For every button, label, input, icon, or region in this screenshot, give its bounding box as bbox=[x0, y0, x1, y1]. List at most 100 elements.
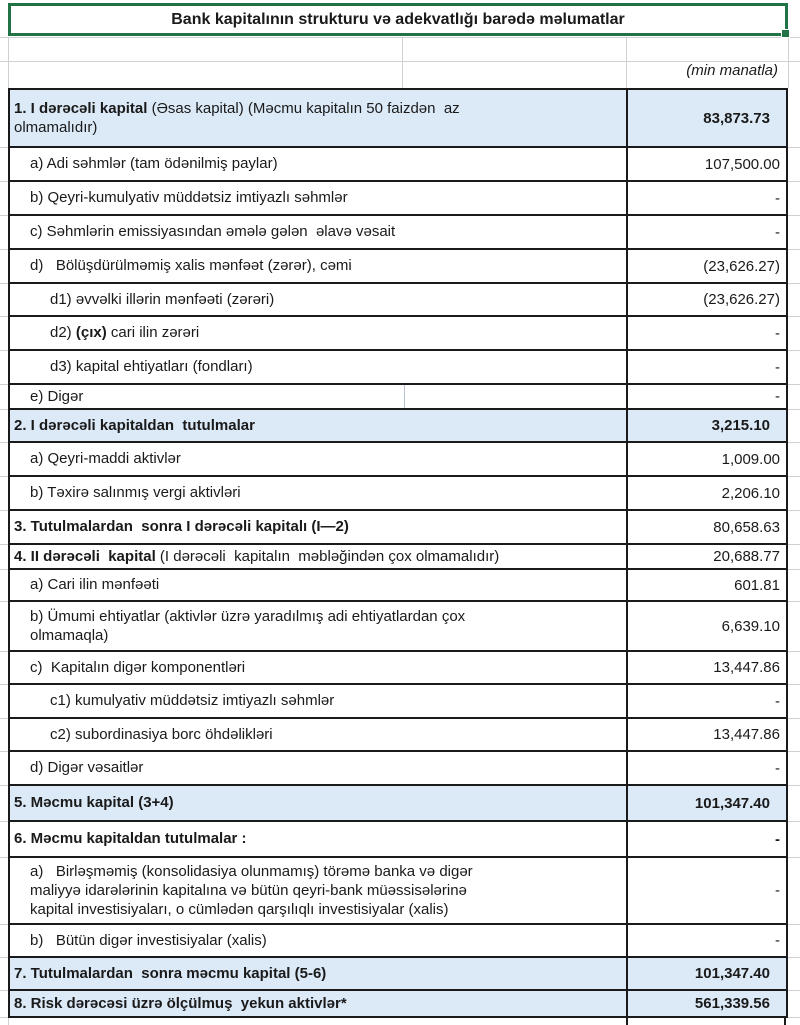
left-gutter bbox=[0, 284, 8, 317]
row-label: d1) əvvəlki illərin mənfəəti (zərəri) bbox=[50, 290, 275, 308]
row-label-cell[interactable]: 1. I dərəcəli kapital (Əsas kapital) (Mə… bbox=[8, 88, 626, 148]
row-label-cell[interactable]: d) Digər vəsaitlər bbox=[8, 752, 626, 786]
row-label: b) Bütün digər investisiyalar (xalis) bbox=[30, 931, 267, 949]
table-row: a) Cari ilin mənfəəti 601.81 bbox=[0, 570, 800, 602]
left-gutter bbox=[0, 511, 8, 545]
row-value-cell[interactable]: - bbox=[626, 216, 788, 250]
left-gutter bbox=[0, 410, 8, 443]
row-label-cell[interactable]: 8. Risk dərəcəsi üzrə ölçülmuş yekun akt… bbox=[8, 991, 626, 1018]
right-gutter bbox=[788, 351, 800, 385]
row-value-cell[interactable]: (23,626.27) bbox=[626, 284, 788, 317]
row-label-cell[interactable]: a) Qeyri-maddi aktivlər bbox=[8, 443, 626, 477]
row-value-cell[interactable]: 107,500.00 bbox=[626, 148, 788, 182]
row-value-cell[interactable]: - bbox=[626, 385, 788, 410]
right-gutter bbox=[788, 410, 800, 443]
row-value-cell[interactable]: - bbox=[626, 351, 788, 385]
row-label-cell[interactable]: d) Bölüşdürülməmiş xalis mənfəət (zərər)… bbox=[8, 250, 626, 284]
table-row: 5. Məcmu kapital (3+4) 101,347.40 bbox=[0, 786, 800, 822]
row-label-cell[interactable]: 7. Tutulmalardan sonra məcmu kapital (5-… bbox=[8, 958, 626, 991]
row-label-cell[interactable]: 3. Tutulmalardan sonra I dərəcəli kapita… bbox=[8, 511, 626, 545]
row-label-cell[interactable]: e) Digər bbox=[8, 385, 626, 410]
left-gutter bbox=[0, 958, 8, 991]
table-row: d) Digər vəsaitlər - bbox=[0, 752, 800, 786]
left-gutter bbox=[0, 991, 8, 1018]
row-value-cell[interactable]: 83,873.73 bbox=[626, 88, 788, 148]
table-row: a) Adi səhmlər (tam ödənilmiş paylar) 107… bbox=[0, 148, 800, 182]
row-value-cell[interactable]: 13,447.86 bbox=[626, 719, 788, 752]
row-label-cell[interactable]: b) Təxirə salınmış vergi aktivləri bbox=[8, 477, 626, 511]
right-gutter bbox=[788, 477, 800, 511]
row-label: b) Təxirə salınmış vergi aktivləri bbox=[30, 484, 241, 502]
row-value-cell[interactable]: 80,658.63 bbox=[626, 511, 788, 545]
row-value-cell[interactable]: - bbox=[626, 858, 788, 925]
row-value-cell[interactable]: (23,626.27) bbox=[626, 250, 788, 284]
right-gutter bbox=[788, 511, 800, 545]
row-label: 4. II dərəcəli kapital (I dərəcəli kapit… bbox=[14, 547, 500, 565]
table-row: b) Ümumi ehtiyatlar (aktivlər üzrə yarad… bbox=[0, 602, 800, 652]
title-cell[interactable]: Bank kapitalının strukturu və adekvatlığ… bbox=[8, 3, 790, 38]
right-gutter bbox=[788, 822, 800, 858]
table-row: d2) (çıx) cari ilin zərəri - bbox=[0, 317, 800, 351]
row-label-cell[interactable]: c) Səhmlərin emissiyasından əmələ gələn … bbox=[8, 216, 626, 250]
left-gutter bbox=[0, 88, 8, 148]
row-label-cell[interactable]: d2) (çıx) cari ilin zərəri bbox=[8, 317, 626, 351]
row-label: c) Səhmlərin emissiyasından əmələ gələn … bbox=[30, 223, 396, 241]
row-value-cell[interactable]: - bbox=[626, 182, 788, 216]
table-row: 1. I dərəcəli kapital (Əsas kapital) (Mə… bbox=[0, 88, 800, 148]
row-value-cell[interactable]: - bbox=[626, 752, 788, 786]
row-label: a) Qeyri-maddi aktivlər bbox=[30, 450, 181, 468]
left-gutter bbox=[0, 182, 8, 216]
right-gutter bbox=[788, 958, 800, 991]
left-gutter bbox=[0, 545, 8, 570]
row-label-cell[interactable]: a) Adi səhmlər (tam ödənilmiş paylar) bbox=[8, 148, 626, 182]
row-label: a) Birləşməmiş (konsolidasiya olunmamış)… bbox=[30, 862, 477, 919]
selection-handle[interactable] bbox=[781, 29, 790, 38]
row-label-cell[interactable]: b) Qeyri-kumulyativ müddətsiz imtiyazlı … bbox=[8, 182, 626, 216]
row-label-cell[interactable]: d1) əvvəlki illərin mənfəəti (zərəri) bbox=[8, 284, 626, 317]
row-label-cell[interactable]: c1) kumulyativ müddətsiz imtiyazlı səhml… bbox=[8, 685, 626, 719]
row-label-cell[interactable]: c2) subordinasiya borc öhdəlikləri bbox=[8, 719, 626, 752]
row-label-cell[interactable]: 4. II dərəcəli kapital (I dərəcəli kapit… bbox=[8, 545, 626, 570]
table-row: c1) kumulyativ müddətsiz imtiyazlı səhml… bbox=[0, 685, 800, 719]
table-row: c) Səhmlərin emissiyasından əmələ gələn … bbox=[0, 216, 800, 250]
left-gutter bbox=[0, 317, 8, 351]
row-label-cell[interactable]: 2. I dərəcəli kapitaldan tutulmalar bbox=[8, 410, 626, 443]
row-value-cell[interactable]: 101,347.40 bbox=[626, 786, 788, 822]
row-value-cell[interactable]: 20,688.77 bbox=[626, 545, 788, 570]
row-value-cell[interactable]: 13,447.86 bbox=[626, 652, 788, 685]
row-label-cell[interactable]: c) Kapitalın digər komponentləri bbox=[8, 652, 626, 685]
row-value-cell[interactable]: - bbox=[626, 822, 788, 858]
table-row: b) Təxirə salınmış vergi aktivləri 2,206.… bbox=[0, 477, 800, 511]
row-value-cell[interactable]: - bbox=[626, 685, 788, 719]
right-gutter bbox=[788, 148, 800, 182]
row-label-cell[interactable]: b) Ümumi ehtiyatlar (aktivlər üzrə yarad… bbox=[8, 602, 626, 652]
row-value-cell[interactable]: 6,639.10 bbox=[626, 602, 788, 652]
page-title: Bank kapitalının strukturu və adekvatlığ… bbox=[171, 10, 625, 28]
row-value-cell[interactable]: 561,339.56 bbox=[626, 991, 788, 1018]
row-value-cell[interactable]: - bbox=[626, 925, 788, 958]
row-value-cell[interactable]: 1,009.00 bbox=[626, 443, 788, 477]
right-gutter bbox=[788, 925, 800, 958]
row-label: c1) kumulyativ müddətsiz imtiyazlı səhml… bbox=[50, 692, 335, 710]
row-label-cell[interactable]: 5. Məcmu kapital (3+4) bbox=[8, 786, 626, 822]
left-gutter bbox=[0, 216, 8, 250]
row-label-cell[interactable]: 6. Məcmu kapitaldan tutulmalar : bbox=[8, 822, 626, 858]
gridline-horizontal bbox=[0, 37, 800, 38]
row-label-cell[interactable]: b) Bütün digər investisiyalar (xalis) bbox=[8, 925, 626, 958]
row-label: d) Digər vəsaitlər bbox=[30, 759, 144, 777]
row-value-cell[interactable]: 101,347.40 bbox=[626, 958, 788, 991]
right-gutter bbox=[788, 443, 800, 477]
gridline-vertical bbox=[788, 37, 789, 88]
row-label-cell[interactable]: a) Birləşməmiş (konsolidasiya olunmamış)… bbox=[8, 858, 626, 925]
row-value-cell[interactable]: 601.81 bbox=[626, 570, 788, 602]
right-gutter bbox=[788, 858, 800, 925]
row-label: a) Cari ilin mənfəəti bbox=[30, 576, 160, 594]
left-gutter bbox=[0, 925, 8, 958]
row-label: 1. I dərəcəli kapital (Əsas kapital) (Mə… bbox=[14, 99, 464, 136]
right-gutter bbox=[788, 786, 800, 822]
row-label-cell[interactable]: a) Cari ilin mənfəəti bbox=[8, 570, 626, 602]
row-value-cell[interactable]: - bbox=[626, 317, 788, 351]
row-value-cell[interactable]: 2,206.10 bbox=[626, 477, 788, 511]
row-value-cell[interactable]: 3,215.10 bbox=[626, 410, 788, 443]
row-label-cell[interactable]: d3) kapital ehtiyatları (fondları) bbox=[8, 351, 626, 385]
